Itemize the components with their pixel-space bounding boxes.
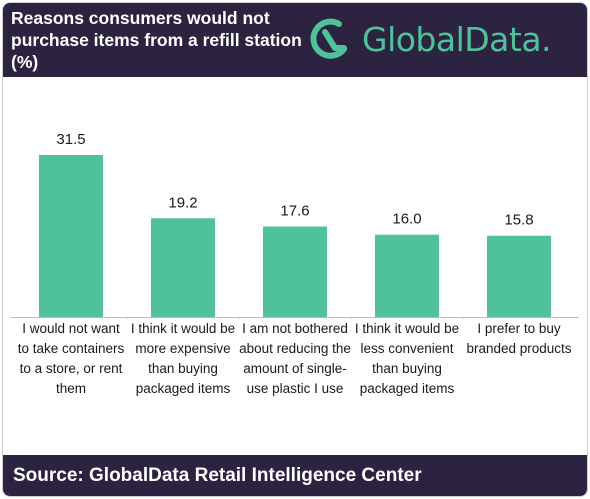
data-label-5: 15.8	[504, 212, 533, 229]
globaldata-logo: GlobalData.	[308, 15, 580, 65]
category-label-5: I prefer to buy branded products	[466, 321, 572, 356]
category-label-3: I am not bothered about reducing the amo…	[239, 321, 351, 396]
data-label-3: 17.6	[280, 202, 309, 219]
header-banner: Reasons consumers would not purchase ite…	[3, 3, 587, 77]
globaldata-logo-icon	[310, 18, 347, 59]
category-label-2: I think it would be more expensive than …	[130, 321, 236, 396]
chart-title: Reasons consumers would not purchase ite…	[11, 8, 302, 72]
source-text: Source: GlobalData Retail Intelligence C…	[13, 465, 422, 486]
bar-2	[151, 218, 215, 317]
bar-1	[39, 155, 103, 317]
data-label-2: 19.2	[168, 194, 197, 211]
data-label-4: 16.0	[392, 211, 421, 228]
category-labels: I would not want to take containers to a…	[3, 319, 587, 449]
bar-chart-plot: 31.5 19.2 17.6 16.0 15.8	[11, 131, 579, 319]
bar-5	[487, 235, 551, 317]
footer-banner: Source: GlobalData Retail Intelligence C…	[3, 455, 587, 496]
category-label-4: I think it would be less convenient than…	[354, 321, 460, 396]
logo-wordmark: GlobalData.	[362, 20, 552, 59]
data-label-1: 31.5	[56, 131, 85, 148]
category-label-1: I would not want to take containers to a…	[17, 321, 125, 396]
bar-3	[263, 226, 327, 317]
bar-chart: 31.5 19.2 17.6 16.0 15.8 I would not want to…	[3, 77, 587, 455]
bar-4	[375, 234, 439, 317]
